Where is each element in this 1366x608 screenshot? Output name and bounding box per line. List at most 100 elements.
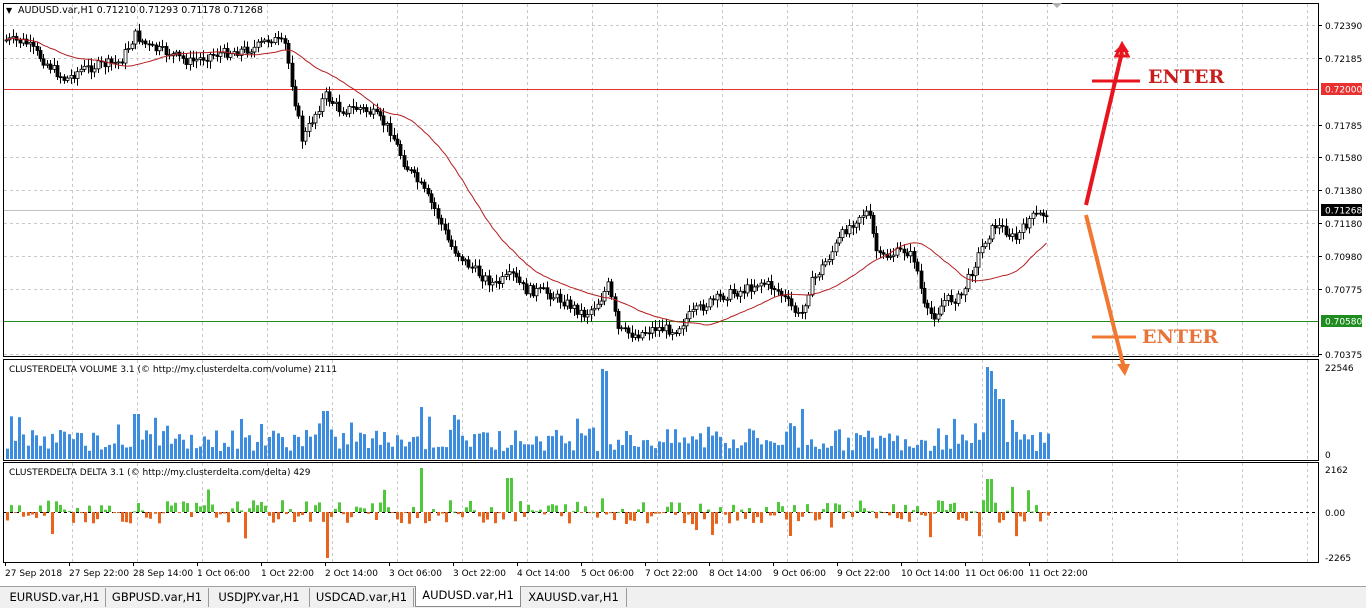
- delta-bar-negative: [441, 512, 444, 514]
- delta-bar-negative: [900, 512, 903, 520]
- candle-body: [259, 41, 264, 43]
- delta-bar-positive: [338, 502, 341, 512]
- candle-body: [24, 38, 29, 45]
- price-tick: 0.71580: [1325, 154, 1362, 164]
- delta-bar-positive: [863, 508, 866, 512]
- candle-body: [412, 169, 417, 173]
- volume-bar: [1027, 439, 1030, 459]
- volume-bar: [674, 429, 677, 459]
- candle-body: [31, 41, 36, 47]
- volume-bar: [121, 444, 124, 459]
- volume-indicator-label: CLUSTERDELTA VOLUME 3.1 (© http://my.clu…: [9, 365, 337, 375]
- delta-bar-positive: [986, 479, 989, 512]
- down-arrow-annotation[interactable]: [1084, 214, 1136, 376]
- tab-usdcad[interactable]: USDCAD.var,H1: [310, 588, 414, 607]
- volume-bar: [871, 437, 874, 459]
- delta-bar-negative: [342, 512, 345, 515]
- candle-body: [460, 256, 465, 262]
- volume-bar: [133, 414, 136, 459]
- scroll-marker-icon[interactable]: [1052, 3, 1062, 8]
- delta-bar-positive: [740, 509, 743, 512]
- volume-bar: [883, 437, 886, 459]
- volume-bar: [113, 443, 116, 459]
- delta-bar-negative: [309, 512, 312, 522]
- chart-menu-triangle-icon[interactable]: ▼: [6, 6, 13, 15]
- main-chart-pane[interactable]: [3, 3, 1319, 357]
- candle-body: [640, 332, 645, 339]
- up-arrow-annotation[interactable]: [1084, 40, 1140, 206]
- volume-bar: [793, 426, 796, 459]
- delta-bar-positive: [453, 511, 456, 513]
- delta-bar-positive: [510, 478, 513, 512]
- volume-bar: [367, 448, 370, 459]
- volume-bar: [416, 436, 419, 459]
- candle-body: [589, 309, 594, 316]
- candle-body: [310, 122, 315, 125]
- candle-body: [939, 305, 944, 315]
- volume-bar: [892, 441, 895, 459]
- candle-body: [344, 112, 349, 115]
- volume-bar: [728, 448, 731, 459]
- volume-bar: [929, 450, 932, 459]
- candle-body: [184, 58, 189, 65]
- tab-eurusd[interactable]: EURUSD.var,H1: [4, 588, 106, 607]
- volume-bar: [1047, 433, 1050, 459]
- delta-bar-positive: [637, 509, 640, 512]
- delta-bar-negative: [293, 512, 296, 523]
- volume-bar: [408, 441, 411, 459]
- delta-bar-positive: [363, 508, 366, 512]
- candle-body: [456, 252, 461, 257]
- volume-bar: [810, 439, 813, 459]
- candle-body: [249, 51, 254, 54]
- candle-body: [1017, 232, 1022, 240]
- volume-bar: [719, 436, 722, 459]
- volume-bar: [330, 429, 333, 459]
- candle-body: [188, 57, 193, 65]
- volume-bar: [145, 430, 148, 459]
- candle-body: [41, 58, 46, 66]
- time-label: 10 Oct 14:00: [901, 569, 960, 579]
- volume-bar: [203, 436, 206, 459]
- tab-audusd[interactable]: AUDUSD.var,H1: [415, 586, 521, 607]
- delta-bar-negative: [272, 512, 275, 523]
- candle-body: [521, 282, 526, 285]
- delta-bar-negative: [711, 512, 714, 535]
- candle-body: [558, 293, 563, 303]
- candle-body: [861, 215, 866, 218]
- delta-bar-negative: [924, 512, 927, 516]
- candle-body: [1034, 212, 1039, 215]
- candle-body: [929, 307, 934, 314]
- volume-bar: [297, 436, 300, 459]
- delta-bar-negative: [498, 512, 501, 514]
- volume-bar: [39, 445, 42, 459]
- delta-bar-positive: [506, 478, 509, 512]
- chart-area[interactable]: ▼ AUDUSD.var,H1 0.71210 0.71293 0.71178 …: [0, 0, 1366, 586]
- candle-body: [137, 30, 142, 42]
- tab-xauusd[interactable]: XAUUSD.var,H1: [521, 588, 627, 607]
- candle-body: [551, 297, 556, 300]
- time-label: 3 Oct 06:00: [389, 569, 442, 579]
- volume-bar: [732, 439, 735, 459]
- volume-bar: [613, 449, 616, 459]
- candle-body: [432, 202, 437, 210]
- lower-level-price: 0.70580: [1325, 318, 1362, 328]
- tab-usdjpy[interactable]: USDJPY.var,H1: [209, 588, 310, 607]
- volume-bar: [801, 409, 804, 459]
- tab-gbpusd[interactable]: GBPUSD.var,H1: [106, 588, 209, 607]
- candle-body: [507, 271, 512, 275]
- volume-bar: [6, 448, 9, 459]
- main-grid: [4, 4, 1318, 356]
- candle-body: [330, 101, 335, 104]
- delta-bar-positive: [982, 500, 985, 512]
- candle-body: [973, 266, 978, 277]
- volume-bar: [982, 432, 985, 459]
- candle-body: [286, 42, 291, 64]
- volume-bar: [744, 442, 747, 459]
- symbol-tab-bar: EURUSD.var,H1 GBPUSD.var,H1 USDJPY.var,H…: [0, 586, 1366, 608]
- delta-bar-negative: [896, 512, 899, 519]
- candle-body: [494, 280, 499, 283]
- delta-bar-positive: [584, 506, 587, 512]
- volume-bar: [621, 445, 624, 459]
- delta-bar-positive: [904, 505, 907, 512]
- candle-body: [351, 106, 356, 108]
